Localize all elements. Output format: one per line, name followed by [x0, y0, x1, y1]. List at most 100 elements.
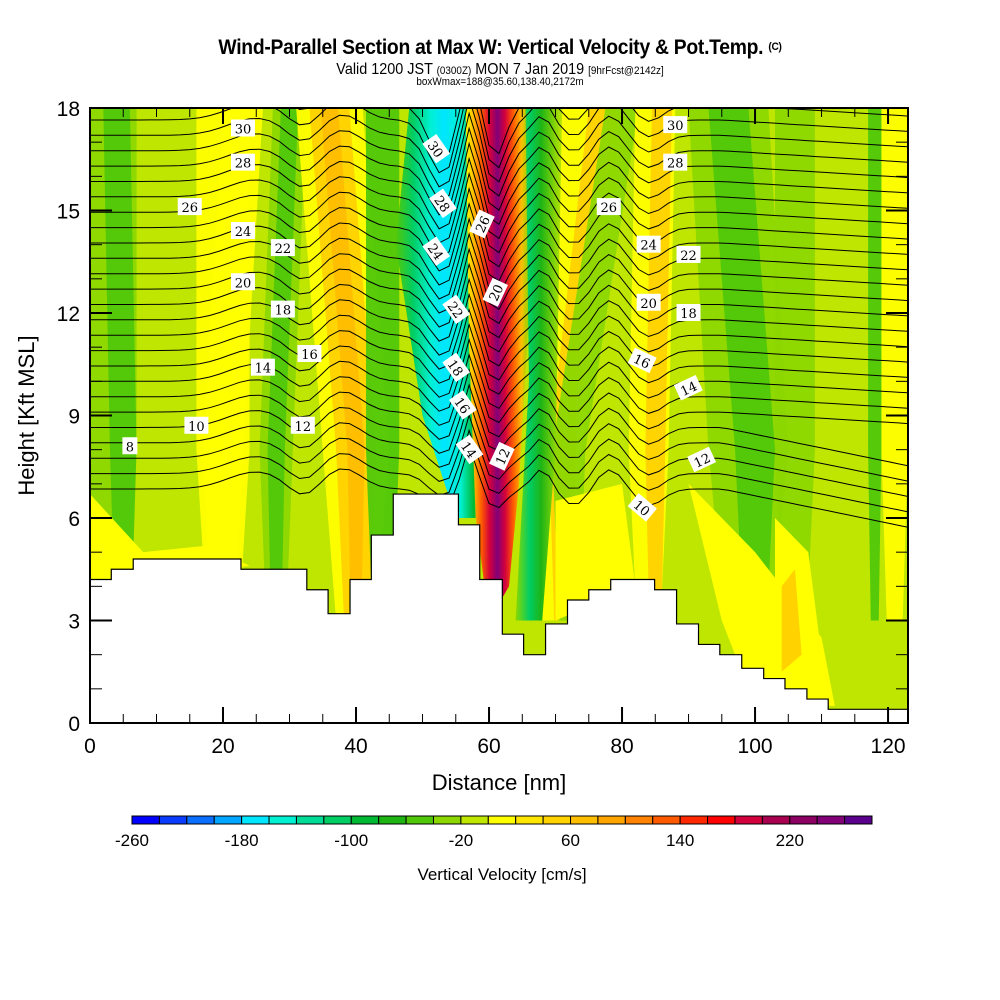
colorbar-swatch	[432, 815, 462, 825]
x-tick-label: 0	[84, 735, 96, 758]
contour-label: 18	[676, 304, 701, 322]
colorbar-swatch	[542, 815, 572, 825]
contour-label-bg	[663, 116, 688, 134]
colorbar-swatch	[707, 815, 736, 825]
contour-label-bg	[636, 293, 661, 311]
contour-label: 26	[596, 198, 621, 216]
isentrope-line	[90, 277, 908, 356]
contour-label: 24	[636, 235, 661, 254]
shade-band	[267, 108, 299, 621]
contour-label: 26	[469, 209, 495, 239]
contour-label-bg	[448, 390, 477, 420]
contour-label-text: 22	[275, 242, 292, 257]
contour-label-text: 12	[692, 451, 713, 472]
isentrope-line	[90, 171, 908, 258]
colorbar-swatch	[131, 815, 160, 825]
colorbar-tick-label: -180	[225, 831, 259, 850]
x-tick-label: 100	[738, 735, 773, 758]
right-downdraft	[515, 108, 563, 621]
contour-label-bg	[230, 119, 255, 137]
colorbar-tick-label: 220	[776, 831, 804, 850]
isentrope-line	[90, 337, 908, 412]
isentrope-line	[90, 111, 908, 202]
colorbar-tick-label: 140	[666, 831, 694, 850]
contour-label-bg	[230, 222, 255, 239]
y-tick-label: 0	[68, 713, 80, 736]
contour-label-bg	[469, 209, 495, 239]
colorbar-swatch	[789, 815, 818, 825]
axes: 0 20 40 60 80 100 120 0 3 6 9 12 15 18 Distance [nm] He…	[14, 98, 909, 795]
contour-label-text: 20	[235, 276, 252, 291]
colorbar-swatch	[761, 815, 791, 825]
isentrope-line	[90, 292, 908, 370]
contour-label-bg	[429, 188, 457, 219]
isentrope-line	[90, 368, 908, 440]
contour-label-bg	[636, 235, 661, 253]
contour-label-bg	[627, 347, 657, 374]
contour-label-text: 12	[295, 420, 312, 435]
contour-label-text: 22	[680, 249, 697, 264]
colorbar-title: Vertical Velocity [cm/s]	[417, 865, 586, 884]
shade-band	[103, 108, 137, 621]
shade-band	[868, 108, 882, 621]
colorbar-swatch	[816, 815, 846, 825]
contour-label: 16	[627, 347, 657, 374]
contour-label: 12	[290, 416, 315, 435]
isentrope-line	[90, 108, 908, 174]
terrain-mask	[89, 493, 909, 724]
contour-label-bg	[297, 345, 322, 362]
isentrope-line	[90, 428, 908, 513]
contour-label-text: 12	[493, 446, 514, 467]
contour-label-text: 28	[667, 157, 684, 172]
contour-label-text: 18	[680, 307, 697, 322]
contour-label-bg	[270, 239, 295, 257]
y-tick-label: 15	[57, 201, 80, 224]
contour-label: 28	[230, 153, 255, 172]
contour-label-bg	[422, 236, 451, 266]
contour-label-bg	[230, 273, 255, 291]
colorbar-tick-label: -100	[334, 831, 368, 850]
contour-label-bg	[122, 437, 138, 455]
colorbar-swatch	[652, 815, 681, 825]
shade-band	[552, 108, 639, 621]
colorbar-tick-label: 60	[561, 831, 580, 850]
shade-band	[774, 108, 815, 621]
x-tick-label: 40	[344, 735, 367, 758]
contour-label-bg	[676, 304, 701, 321]
contour-label-text: 14	[255, 362, 272, 377]
shade-band	[320, 108, 365, 621]
colorbar-swatch	[158, 815, 188, 825]
colorbar-tick-label: -260	[115, 831, 149, 850]
y-tick-label: 12	[57, 303, 80, 326]
x-axis-title: Distance [nm]	[432, 770, 567, 795]
x-tick-label: 120	[871, 735, 906, 758]
colorbar-swatch	[679, 815, 709, 825]
colorbar-swatch	[213, 815, 243, 825]
contour-label-bg	[442, 352, 471, 383]
contour-label-bg	[270, 300, 295, 318]
contour-label: 20	[230, 273, 255, 291]
utc-time: (0300Z)	[436, 65, 472, 77]
contour-label-bg	[290, 416, 315, 434]
x-tick-label: 20	[211, 735, 234, 758]
contour-label: 20	[636, 293, 661, 312]
shade-area	[781, 569, 802, 672]
contour-label-bg	[627, 493, 657, 522]
x-tick-label: 60	[477, 735, 500, 758]
isentrope-line	[90, 262, 908, 342]
contour-label-bg	[177, 198, 202, 216]
isentrope-line	[90, 247, 908, 328]
contour-label: 20	[482, 277, 508, 307]
shade-band	[881, 108, 908, 621]
contour-label: 26	[177, 198, 202, 216]
contour-label: 30	[663, 116, 688, 134]
valid-time: Valid 1200 JST	[336, 61, 433, 78]
isentrope-line	[90, 322, 908, 398]
isentrope-line	[90, 108, 908, 188]
chart-title: Wind-Parallel Section at Max W: Vertical…	[40, 36, 960, 60]
y-tick-label: 6	[68, 508, 80, 531]
copyright-mark: (C)	[768, 41, 782, 53]
contour-label: 24	[230, 222, 255, 240]
isentrope-line	[296, 108, 908, 160]
